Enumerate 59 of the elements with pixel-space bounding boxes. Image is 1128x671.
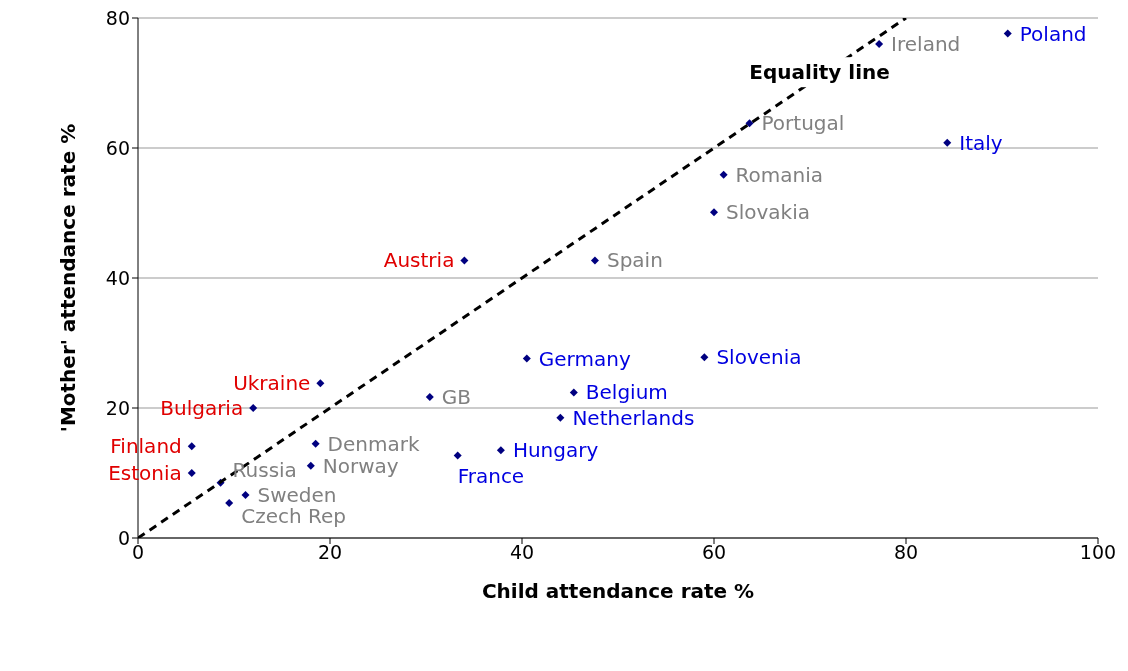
point (943, 138, 952, 147)
y-tick-label: 40 (105, 266, 130, 289)
point (316, 379, 325, 388)
data-label: Hungary (512, 438, 599, 463)
data-label: Ireland (891, 32, 961, 56)
data-label: GB (441, 384, 472, 409)
point (241, 491, 250, 500)
x-axis-title: Child attendance rate % (481, 579, 755, 603)
point (710, 208, 718, 217)
data-label: Russia (232, 457, 297, 482)
point (225, 498, 234, 507)
point (1003, 29, 1012, 38)
point (745, 119, 754, 128)
x-tick-label: 0 (131, 541, 145, 564)
point (425, 392, 434, 401)
point (460, 256, 469, 265)
annotation: Equality line (749, 60, 890, 85)
y-tick-label: 0 (117, 526, 130, 549)
point (522, 354, 531, 363)
data-label: Belgium (585, 380, 668, 405)
point (875, 40, 884, 48)
point (311, 439, 320, 448)
point (719, 170, 728, 179)
data-label: Germany (538, 346, 631, 371)
x-tick-label: 20 (317, 541, 343, 564)
data-label: Norway (322, 453, 399, 478)
point (700, 353, 709, 362)
data-label: Poland (1019, 21, 1087, 46)
point (453, 451, 462, 460)
data-label: Austria (383, 248, 455, 273)
point (306, 461, 315, 470)
data-label: Slovakia (726, 200, 810, 225)
data-label: Netherlands (572, 405, 695, 430)
point (187, 469, 196, 477)
x-tick-label: 40 (509, 541, 535, 564)
y-tick-label: 20 (105, 396, 130, 419)
point (556, 413, 565, 422)
y-axis-title: 'Mother' attendance rate % (56, 123, 81, 433)
point (496, 446, 505, 455)
y-tick-label: 60 (105, 136, 130, 159)
data-label: Slovenia (716, 345, 802, 370)
data-label: Estonia (108, 461, 182, 485)
point (590, 256, 599, 265)
data-label: Finland (110, 434, 182, 459)
data-label: Denmark (327, 431, 420, 456)
data-label: Romania (735, 162, 824, 187)
data-label: Ukraine (233, 371, 311, 396)
x-tick-label: 60 (701, 541, 727, 564)
data-label: Italy (959, 130, 1003, 155)
data-label: Bulgaria (160, 396, 244, 420)
x-tick-label: 100 (1079, 541, 1117, 564)
point (249, 404, 258, 412)
y-tick-label: 80 (105, 6, 130, 29)
data-label: Portugal (761, 111, 845, 136)
data-label: France (457, 464, 525, 489)
x-tick-label: 80 (893, 541, 919, 564)
point (569, 388, 578, 397)
point (187, 442, 196, 451)
data-label: Spain (606, 248, 663, 273)
